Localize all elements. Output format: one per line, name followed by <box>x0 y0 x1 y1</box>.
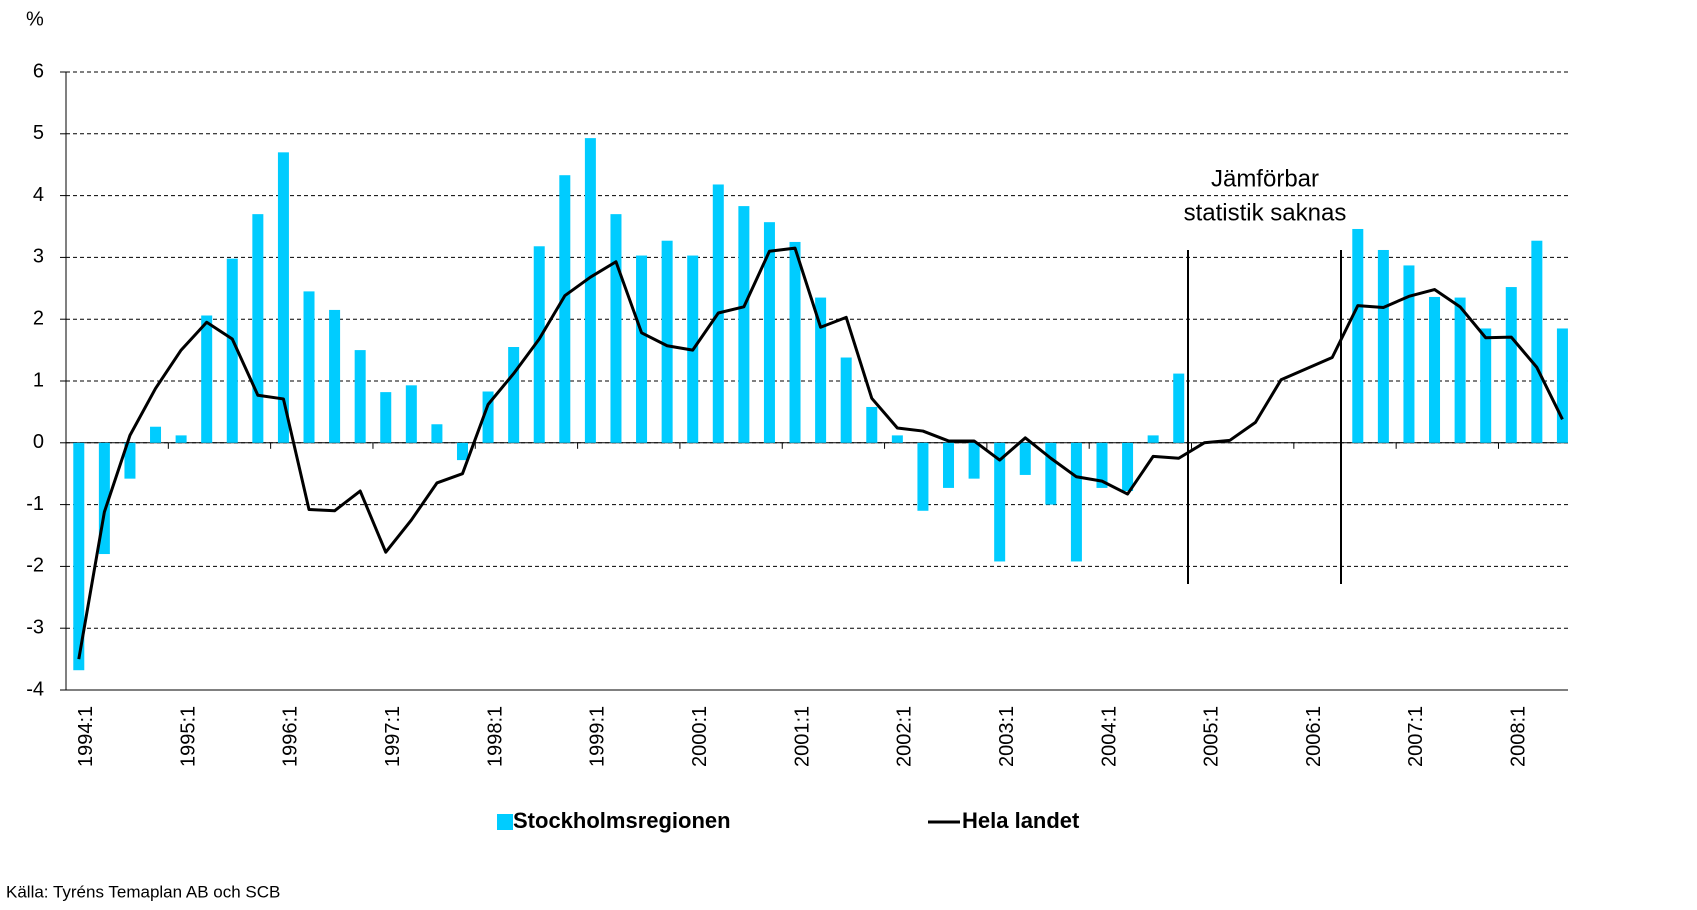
bar <box>1429 296 1441 443</box>
x-tick-label: 2005:1 <box>1201 706 1223 767</box>
bar <box>1556 328 1568 443</box>
bar <box>1454 297 1466 443</box>
bar <box>738 206 750 443</box>
bar <box>405 385 417 443</box>
bar <box>866 406 878 443</box>
legend-swatch <box>497 814 513 830</box>
bar <box>994 442 1006 562</box>
bar <box>124 442 136 479</box>
annotation: statistik saknas <box>1184 199 1347 226</box>
bar <box>431 424 443 443</box>
bar <box>1122 442 1134 492</box>
x-tick-label: 2006:1 <box>1303 706 1325 767</box>
bar <box>175 435 187 443</box>
bar <box>661 240 673 443</box>
bar <box>1531 240 1543 443</box>
x-tick-label: 2002:1 <box>894 706 916 767</box>
line <box>77 246 1564 660</box>
bar <box>891 435 903 443</box>
bar <box>329 309 341 443</box>
bar <box>1045 442 1057 505</box>
bar <box>354 350 366 443</box>
y-tick-label: -2 <box>26 555 44 577</box>
bar <box>482 391 494 443</box>
bar <box>840 357 852 443</box>
bar <box>150 426 162 443</box>
bar <box>508 347 520 443</box>
x-tick-label: 2004:1 <box>1098 706 1120 767</box>
bar <box>943 442 955 488</box>
x-tick-label: 2007:1 <box>1405 706 1427 767</box>
x-tick-label: 2008:1 <box>1508 706 1530 767</box>
x-tick-label: 1996:1 <box>280 706 302 767</box>
y-tick-label: 4 <box>33 184 44 206</box>
bar <box>1019 442 1031 475</box>
bar <box>73 442 85 671</box>
bar <box>1352 228 1364 443</box>
x-tick-label: 2003:1 <box>996 706 1018 767</box>
annotation: Jämförbar <box>1211 165 1319 192</box>
bar <box>456 442 468 461</box>
y-tick-label: -4 <box>26 678 44 700</box>
bar <box>559 175 571 443</box>
bar <box>763 222 775 443</box>
bar <box>610 214 622 443</box>
bar <box>1096 442 1108 488</box>
bar <box>1173 373 1185 443</box>
bar <box>815 297 827 443</box>
y-tick-label: -3 <box>26 616 44 638</box>
y-tick-label: 6 <box>33 60 44 82</box>
x-tick-label: 2001:1 <box>791 706 813 767</box>
bar <box>584 138 596 443</box>
bar <box>1480 328 1492 443</box>
bar <box>380 392 392 443</box>
bar <box>1403 265 1415 443</box>
y-axis-label: % <box>26 8 44 30</box>
source: Källa: Tyréns Temaplan AB och SCB <box>6 882 280 901</box>
bar <box>1070 442 1082 562</box>
bar <box>789 241 801 443</box>
bar <box>277 152 289 443</box>
bar <box>303 291 315 443</box>
legend-label: Hela landet <box>962 808 1080 833</box>
y-tick-label: 2 <box>33 307 44 329</box>
y-tick-label: 3 <box>33 246 44 268</box>
x-tick-label: 1999:1 <box>587 706 609 767</box>
bar <box>917 442 929 511</box>
y-tick-label: -1 <box>26 493 44 515</box>
bar <box>533 246 545 443</box>
y-tick-label: 5 <box>33 122 44 144</box>
bar <box>226 258 238 443</box>
x-tick-label: 1995:1 <box>177 706 199 767</box>
y-tick-label: 1 <box>33 369 44 391</box>
bar <box>98 442 110 555</box>
x-tick-label: 1997:1 <box>382 706 404 767</box>
y-tick-label: 0 <box>33 431 44 453</box>
bar <box>1377 249 1389 443</box>
bar <box>636 255 648 443</box>
legend-label: Stockholmsregionen <box>513 808 731 833</box>
bar <box>1147 435 1159 443</box>
x-tick-label: 1994:1 <box>75 706 97 767</box>
x-tick-label: 2000:1 <box>689 706 711 767</box>
bar <box>968 442 980 479</box>
bar <box>201 315 213 443</box>
x-tick-label: 1998:1 <box>484 706 506 767</box>
bar <box>252 214 264 443</box>
bar <box>1505 287 1517 443</box>
